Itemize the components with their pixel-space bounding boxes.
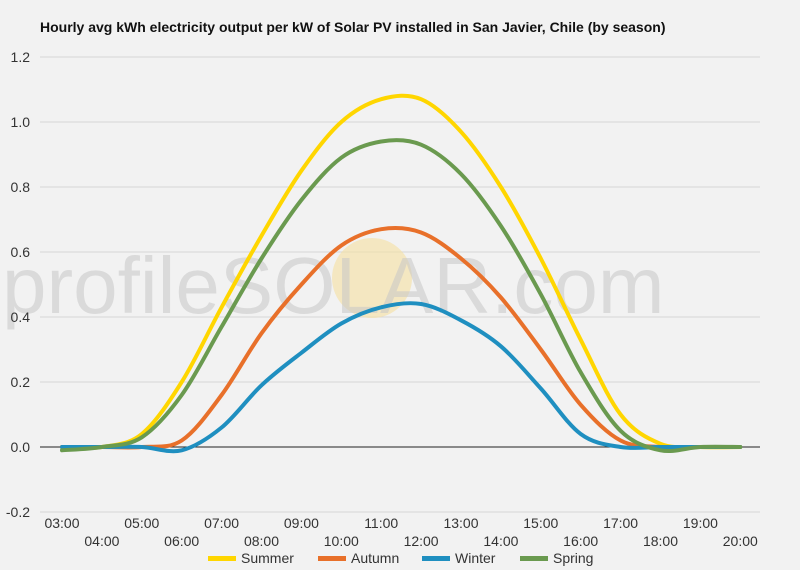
x-tick-label: 08:00: [244, 533, 279, 549]
x-tick-label: 16:00: [563, 533, 598, 549]
y-tick-label: 1.0: [11, 114, 31, 130]
x-tick-label: 13:00: [443, 515, 478, 531]
y-tick-label: 0.4: [11, 309, 31, 325]
legend-swatch-spring: [520, 556, 548, 561]
x-tick-label: 09:00: [284, 515, 319, 531]
series-line-autumn: [60, 226, 743, 450]
x-tick-label: 15:00: [523, 515, 558, 531]
y-tick-label: 1.2: [11, 49, 31, 65]
legend-swatch-winter: [422, 556, 450, 561]
series-line-winter: [60, 301, 743, 454]
x-tick-label: 03:00: [44, 515, 79, 531]
y-tick-label: 0.6: [11, 244, 31, 260]
y-tick-label: -0.2: [6, 504, 30, 520]
legend: Summer Autumn Winter Spring: [208, 550, 593, 566]
legend-label-autumn: Autumn: [351, 550, 399, 566]
y-tick-label: 0.2: [11, 374, 31, 390]
x-tick-label: 04:00: [84, 533, 119, 549]
x-tick-label: 19:00: [683, 515, 718, 531]
x-axis-ticks: 03:00 04:00 05:00 06:00 07:00 08:00 09:00 10:00…: [44, 515, 758, 549]
x-tick-label: 06:00: [164, 533, 199, 549]
x-tick-label: 20:00: [723, 533, 758, 549]
legend-swatch-summer: [208, 556, 236, 561]
x-tick-label: 05:00: [124, 515, 159, 531]
x-tick-label: 14:00: [483, 533, 518, 549]
x-tick-label: 10:00: [324, 533, 359, 549]
y-axis-ticks: 1.2 1.0 0.8 0.6 0.4 0.2 0.0 -0.2: [6, 49, 30, 520]
x-tick-label: 17:00: [603, 515, 638, 531]
y-tick-label: 0.0: [11, 439, 31, 455]
x-tick-label: 12:00: [404, 533, 439, 549]
x-tick-label: 18:00: [643, 533, 678, 549]
y-tick-label: 0.8: [11, 179, 31, 195]
legend-label-spring: Spring: [553, 550, 593, 566]
legend-label-winter: Winter: [455, 550, 496, 566]
watermark-sun-icon: [332, 238, 412, 318]
series-lines: [60, 93, 743, 454]
chart-title: Hourly avg kWh electricity output per kW…: [40, 19, 666, 35]
x-tick-label: 07:00: [204, 515, 239, 531]
legend-label-summer: Summer: [241, 550, 294, 566]
x-tick-label: 11:00: [364, 515, 398, 531]
series-line-summer: [60, 93, 743, 450]
series-line-spring: [60, 138, 743, 453]
legend-swatch-autumn: [318, 556, 346, 561]
